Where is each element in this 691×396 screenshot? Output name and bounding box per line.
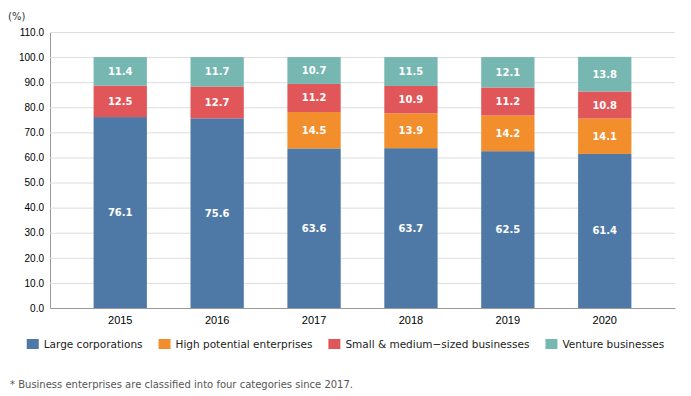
legend: Large corporations High potential enterpr… — [27, 338, 665, 350]
legend-item: Small & medium−sized businesses — [328, 338, 529, 350]
y-tick-label: 10.0 — [25, 278, 45, 289]
x-tick-label: 2016 — [205, 314, 229, 326]
y-tick-label: 110.0 — [20, 27, 45, 38]
data-label: 10.9 — [399, 94, 424, 105]
legend-swatch — [159, 339, 171, 349]
bar-segment — [287, 84, 340, 112]
legend-label: Venture businesses — [562, 338, 664, 350]
legend-item: Large corporations — [27, 338, 143, 350]
bar-segment — [481, 151, 534, 308]
x-tick: 2018 — [399, 314, 423, 326]
x-tick-label: 2015 — [108, 314, 132, 326]
bar-segment — [287, 112, 340, 148]
legend-item: Venture businesses — [545, 338, 664, 350]
data-labels: 76.1 75.6 63.6 63.7 62.5 61.4 14.5 13.9 14.2 14.1… — [108, 65, 617, 236]
footnote: * Business enterprises are classified in… — [10, 379, 353, 390]
x-tick-label: 2020 — [593, 314, 617, 326]
data-label: 12.1 — [496, 67, 521, 78]
y-tick-label: 50.0 — [25, 177, 45, 188]
data-label: 76.1 — [108, 207, 133, 218]
x-tick: 2017 — [302, 314, 326, 326]
y-tick: 110.0 — [20, 27, 675, 38]
chart: 0.0 10.0 20.0 30.0 40.0 50.0 60.0 70.0 80.0 90.0 1… — [0, 0, 691, 396]
bars — [94, 57, 632, 308]
y-axis-line — [50, 33, 51, 309]
bar-segment — [287, 57, 340, 84]
data-label: 10.8 — [592, 100, 617, 111]
y-axis: 0.0 10.0 20.0 30.0 40.0 50.0 60.0 70.0 80.0 90.0 1… — [19, 27, 675, 314]
bar-segment — [384, 148, 437, 308]
bar-segment — [481, 116, 534, 152]
data-label: 14.5 — [302, 125, 327, 136]
bar-segment — [384, 57, 437, 86]
legend-label: Large corporations — [44, 338, 143, 350]
legend-item: High potential enterprises — [159, 338, 313, 350]
legend-swatch — [27, 339, 39, 349]
bar-segment — [191, 57, 244, 86]
data-label: 62.5 — [496, 224, 521, 235]
data-label: 14.1 — [592, 131, 617, 142]
x-tick: 2016 — [205, 314, 229, 326]
y-tick-label: 80.0 — [25, 102, 45, 113]
bar-segment — [384, 86, 437, 113]
y-tick-label: 60.0 — [25, 152, 45, 163]
x-tick: 2020 — [593, 314, 617, 326]
x-tick-label: 2018 — [399, 314, 423, 326]
bar-segment — [94, 117, 147, 308]
plot: 0.0 10.0 20.0 30.0 40.0 50.0 60.0 70.0 80.0 90.0 1… — [19, 27, 676, 326]
x-tick-label: 2019 — [496, 314, 520, 326]
y-tick-label: 0.0 — [30, 303, 44, 314]
bar-segment — [578, 119, 631, 154]
data-label: 11.4 — [108, 66, 133, 77]
y-tick-label: 100.0 — [19, 52, 44, 63]
y-tick-label: 90.0 — [25, 77, 45, 88]
bar-segment — [94, 86, 147, 117]
data-label: 61.4 — [592, 225, 617, 236]
data-label: 75.6 — [205, 208, 230, 219]
data-label: 11.2 — [302, 92, 327, 103]
y-axis-label: (%) — [8, 11, 25, 22]
data-label: 11.2 — [496, 96, 521, 107]
data-label: 10.7 — [302, 65, 327, 76]
data-label: 14.2 — [496, 128, 521, 139]
bar-segment — [578, 154, 631, 308]
data-label: 13.8 — [592, 69, 617, 80]
y-tick-label: 20.0 — [25, 253, 45, 264]
x-axis: 2015 2016 2017 2018 2019 2020 — [51, 309, 676, 326]
bar-segment — [191, 86, 244, 118]
data-label: 63.7 — [399, 223, 424, 234]
legend-swatch — [545, 339, 557, 349]
data-label: 12.7 — [205, 97, 230, 108]
x-axis-line — [51, 308, 676, 309]
bar-segment — [578, 91, 631, 118]
bar-segment — [191, 118, 244, 308]
bar-segment — [287, 148, 340, 308]
x-tick: 2015 — [108, 314, 132, 326]
legend-label: High potential enterprises — [176, 338, 313, 350]
legend-label: Small & medium−sized businesses — [345, 338, 529, 350]
grid-line — [50, 32, 675, 33]
x-tick: 2019 — [496, 314, 520, 326]
data-label: 11.7 — [205, 66, 230, 77]
data-label: 11.5 — [399, 66, 424, 77]
y-tick-label: 30.0 — [25, 227, 45, 238]
data-label: 63.6 — [302, 223, 327, 234]
bar-segment — [481, 57, 534, 87]
data-label: 12.5 — [108, 96, 133, 107]
bar-segment — [481, 87, 534, 115]
legend-swatch — [328, 339, 340, 349]
x-tick-label: 2017 — [302, 314, 326, 326]
y-tick-label: 40.0 — [25, 202, 45, 213]
data-label: 13.9 — [399, 125, 424, 136]
bar-segment — [578, 57, 631, 92]
bar-segment — [94, 57, 147, 86]
bar-segment — [384, 113, 437, 148]
grid-line — [50, 308, 675, 309]
y-tick-label: 70.0 — [25, 127, 45, 138]
